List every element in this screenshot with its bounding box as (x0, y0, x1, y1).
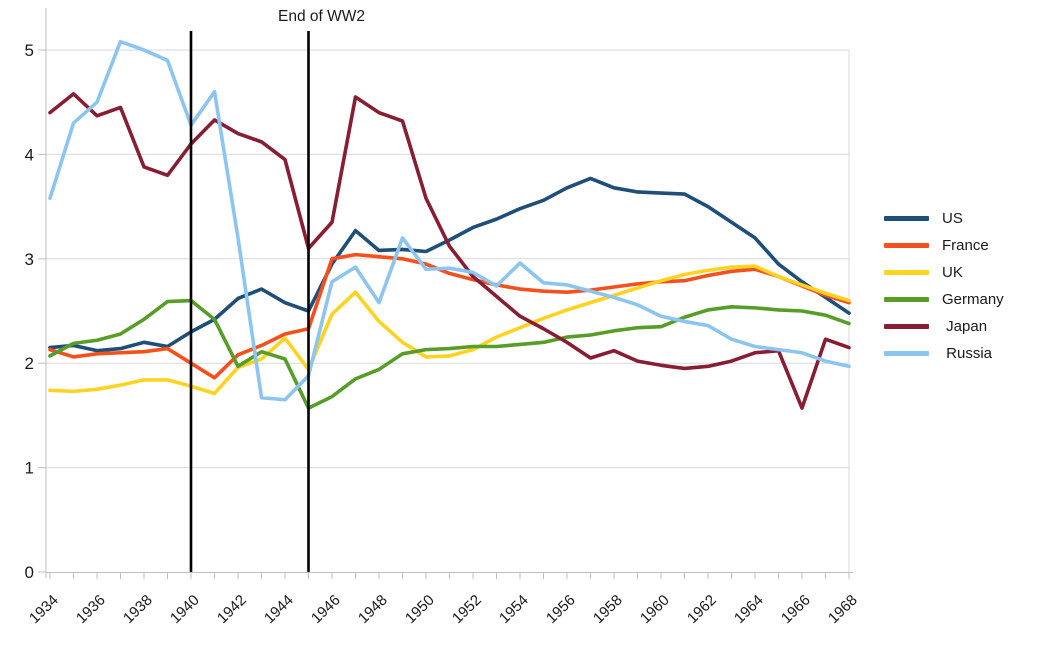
x-tick-label-1940: 1940 (167, 592, 203, 627)
x-tick-label-1958: 1958 (590, 592, 626, 627)
x-tick-label-1962: 1962 (684, 592, 720, 627)
y-tick-label-1: 1 (25, 459, 34, 478)
series-line-us (48, 176, 851, 353)
legend-item-japan: Japan (884, 317, 1004, 335)
legend-item-uk: UK (884, 263, 1004, 281)
x-tick-label-1954: 1954 (496, 592, 532, 627)
series-lines (48, 39, 851, 410)
x-tick-label-1948: 1948 (355, 592, 391, 627)
x-tick-label-1934: 1934 (26, 592, 62, 627)
legend-label-uk: UK (942, 263, 963, 281)
annotation-label: End of WW2 (278, 8, 365, 25)
legend-label-russia: Russia (942, 344, 993, 362)
legend: US France UK Germany Japan Russia (884, 209, 1004, 371)
x-tick-label-1944: 1944 (261, 592, 297, 627)
x-tick-label-1950: 1950 (402, 592, 438, 627)
x-axis-labels: 1934 1936 1938 1940 1942 1944 1946 1948 1950 1952… (26, 592, 861, 627)
x-tick-label-1952: 1952 (449, 592, 485, 627)
y-tick-label-4: 4 (25, 145, 34, 164)
legend-swatch-japan (884, 323, 929, 329)
legend-item-france: France (884, 236, 1004, 254)
legend-item-russia: Russia (884, 344, 1004, 362)
x-tick-label-1964: 1964 (731, 592, 767, 627)
x-tick-label-1960: 1960 (637, 592, 673, 627)
annotation-lines: End of WW2 (189, 8, 365, 572)
y-tick-label-3: 3 (25, 250, 34, 269)
series-line-japan (48, 92, 851, 410)
y-tick-label-2: 2 (25, 354, 34, 373)
series-line-germany (48, 298, 851, 410)
legend-item-us: US (884, 209, 1004, 227)
legend-swatch-france (884, 242, 929, 248)
x-tick-label-1936: 1936 (73, 592, 109, 627)
x-tick-label-1956: 1956 (543, 592, 579, 627)
series-line-france (48, 252, 851, 380)
legend-swatch-uk (884, 269, 929, 275)
axes (38, 8, 853, 579)
series-line-uk (48, 264, 851, 396)
legend-label-germany: Germany (942, 290, 1004, 308)
series-line-russia (48, 39, 851, 402)
gridlines (46, 49, 850, 573)
legend-swatch-germany (884, 296, 929, 302)
x-tick-label-1942: 1942 (214, 592, 250, 627)
x-tick-label-1938: 1938 (120, 592, 156, 627)
x-tick-label-1946: 1946 (308, 592, 344, 627)
y-axis-labels: 0 1 2 3 4 5 (25, 41, 34, 582)
x-tick-label-1968: 1968 (825, 592, 861, 627)
legend-item-germany: Germany (884, 290, 1004, 308)
legend-label-japan: Japan (942, 317, 988, 335)
y-tick-label-0: 0 (25, 563, 34, 582)
legend-swatch-russia (884, 350, 929, 356)
x-tick-label-1966: 1966 (778, 592, 814, 627)
y-tick-label-5: 5 (25, 41, 34, 60)
legend-label-france: France (942, 236, 989, 254)
legend-swatch-us (884, 215, 929, 221)
legend-label-us: US (942, 209, 963, 227)
